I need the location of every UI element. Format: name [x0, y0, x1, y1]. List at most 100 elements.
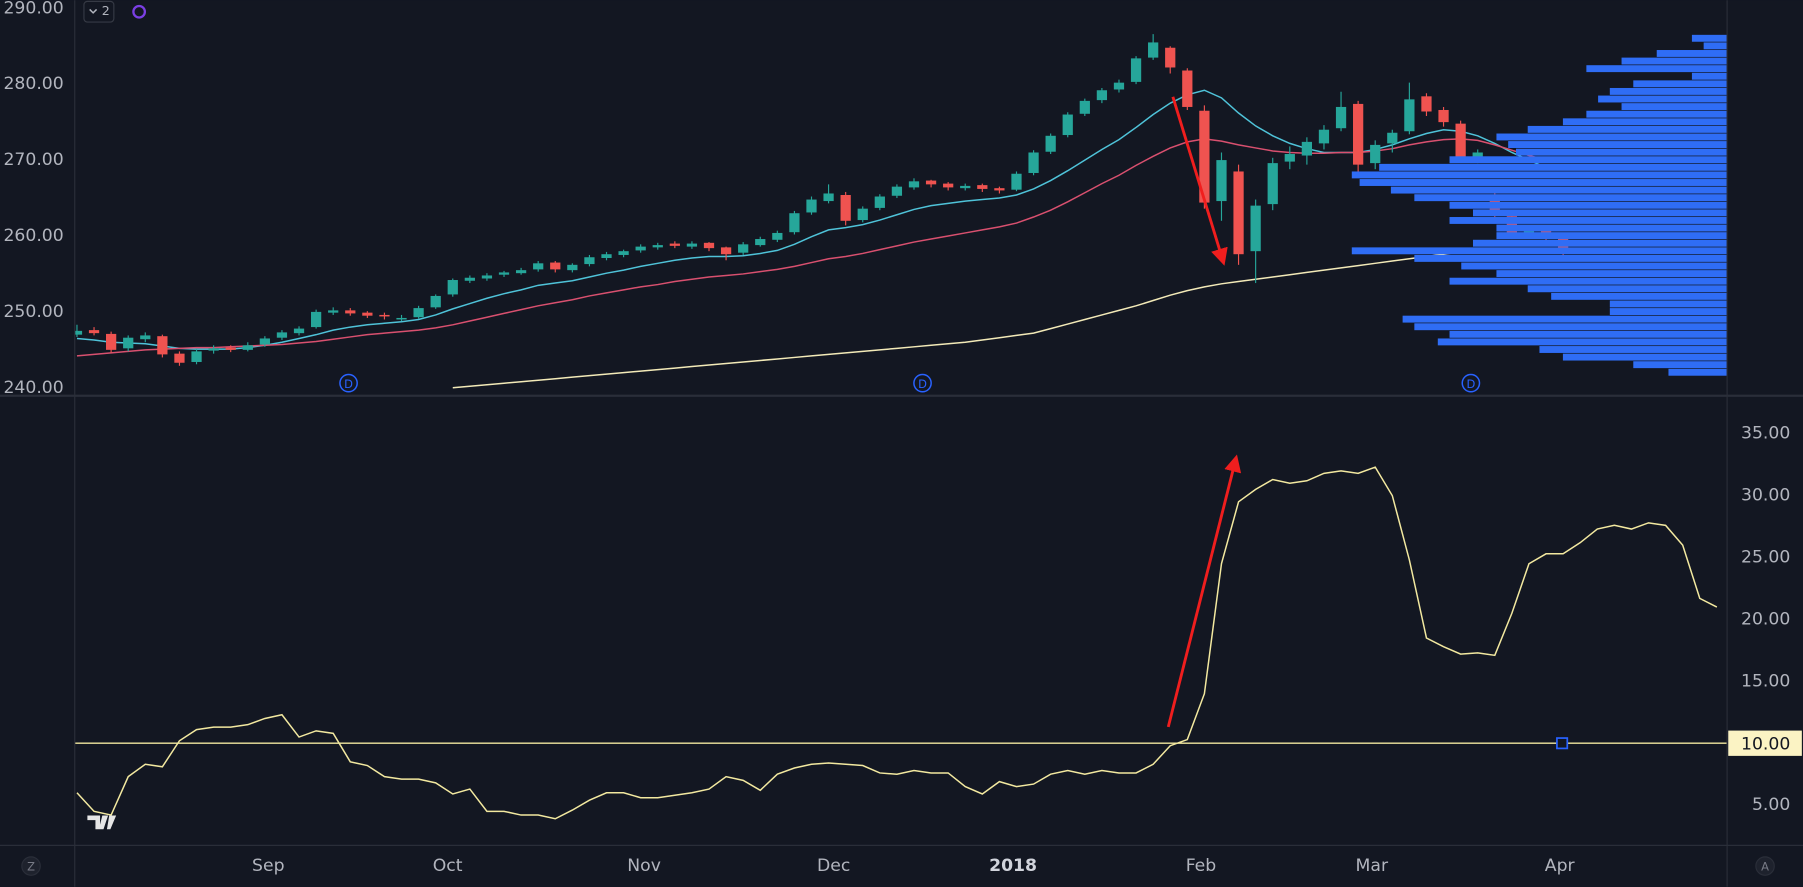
candle-body [379, 314, 390, 317]
volume-profile-bar [1598, 95, 1728, 103]
candle-body [191, 351, 202, 362]
sync-icon[interactable] [132, 4, 147, 19]
button-label: A [1761, 860, 1769, 874]
volume-profile-bar [1508, 141, 1728, 149]
volume-profile-bar [1586, 65, 1728, 73]
volume-profile-bar [1551, 292, 1728, 300]
candle-body [1370, 144, 1381, 164]
candle-body [1284, 154, 1295, 162]
annotation-arrow [1171, 96, 1228, 266]
candle-body [430, 295, 441, 308]
candle-body [960, 185, 971, 189]
candle-body [447, 280, 458, 295]
x-tick-label: Oct [433, 856, 463, 876]
volume-profile-bar [1414, 194, 1728, 202]
volume-profile-bar [1703, 42, 1728, 50]
y-tick-label: 15.00 [1741, 671, 1790, 691]
volume-profile-bar [1449, 277, 1728, 285]
candle-body [1062, 114, 1073, 136]
candle-body [225, 347, 236, 350]
candle-body [515, 270, 527, 274]
volume-profile-bar [1527, 285, 1728, 293]
y-tick-label: 5.00 [1752, 795, 1790, 815]
candle-body [242, 345, 253, 350]
candle-body [328, 310, 339, 313]
volume-profile-bar [1414, 254, 1728, 262]
candle-body [140, 335, 151, 340]
candle-body [652, 245, 663, 248]
volume-profile-bar [1496, 270, 1728, 278]
x-tick-label: Nov [627, 856, 661, 876]
line-series [76, 466, 1718, 820]
x-tick-label: Sep [252, 856, 284, 876]
volume-profile-bar [1562, 118, 1728, 126]
volume-profile-bar [1351, 171, 1728, 179]
candle-body [1216, 160, 1227, 202]
volume-profile-bar [1496, 133, 1728, 141]
candle-body [703, 242, 715, 249]
volume-profile-bar [1449, 201, 1728, 209]
candle-body [1045, 135, 1056, 152]
volume-profile-bar [1668, 368, 1728, 376]
volume-profile-bar [1359, 179, 1728, 186]
left-corner-button[interactable]: Z [21, 856, 41, 876]
candle-body [396, 317, 407, 320]
candle-body [1199, 110, 1210, 203]
volume-profile-bar [1496, 232, 1728, 240]
candle-body [1335, 106, 1347, 129]
line-series [452, 251, 1461, 389]
candle-body [635, 246, 646, 251]
dividend-marker [339, 373, 358, 393]
volume-profile-bar [1586, 110, 1728, 118]
dividend-label: D [344, 377, 353, 391]
volume-profile-bar [1402, 315, 1728, 323]
legend-toggle[interactable]: 2 [83, 0, 115, 23]
candle-body [413, 308, 424, 318]
candle-body [88, 330, 100, 334]
candle-body [1182, 70, 1193, 107]
candle-body [1011, 173, 1022, 190]
candle-body [259, 338, 270, 345]
candle-body [857, 208, 868, 221]
volume-profile-bar [1633, 361, 1728, 369]
candle-body [1250, 205, 1261, 252]
volume-profile-bar [1609, 308, 1728, 315]
candle-body [908, 181, 920, 188]
y-tick-label: 25.00 [1741, 548, 1790, 568]
candle-body [584, 257, 595, 265]
dividend-marker [913, 373, 932, 393]
candle-body [481, 275, 493, 279]
candle-body [1421, 96, 1432, 112]
candle-body [1028, 152, 1039, 173]
candle-body [994, 188, 1005, 191]
candle-body [925, 180, 937, 185]
volume-profile-bar [1633, 80, 1728, 88]
candle-body [1404, 99, 1415, 132]
candle-body [345, 310, 356, 314]
candle-body [1096, 90, 1108, 101]
dividend-marker [1461, 373, 1481, 393]
candle-body [310, 311, 322, 328]
candle-body [943, 183, 954, 188]
candle-body [720, 247, 732, 255]
right-corner-button[interactable]: A [1755, 856, 1775, 876]
candle-body [840, 194, 851, 221]
annotation-arrow [1166, 454, 1242, 728]
volume-profile-bar [1351, 247, 1728, 255]
volume-profile-bar [1609, 87, 1728, 95]
y-tick-label: 30.00 [1741, 486, 1790, 506]
candle-body [498, 272, 510, 275]
volume-profile-bar [1691, 72, 1728, 80]
candle-body [789, 213, 800, 233]
candle-body [1130, 58, 1142, 82]
volume-profile-bar [1562, 353, 1728, 361]
candle-body [1472, 152, 1483, 158]
candle-body [977, 185, 988, 189]
volume-profile-bar [1691, 34, 1728, 42]
candle-body [669, 243, 680, 246]
axes: 240.00 250.00 260.00 270.00 280.00 290.00 10.0… [3, 0, 1802, 876]
candle-body [601, 254, 612, 259]
candle-body [464, 277, 475, 281]
